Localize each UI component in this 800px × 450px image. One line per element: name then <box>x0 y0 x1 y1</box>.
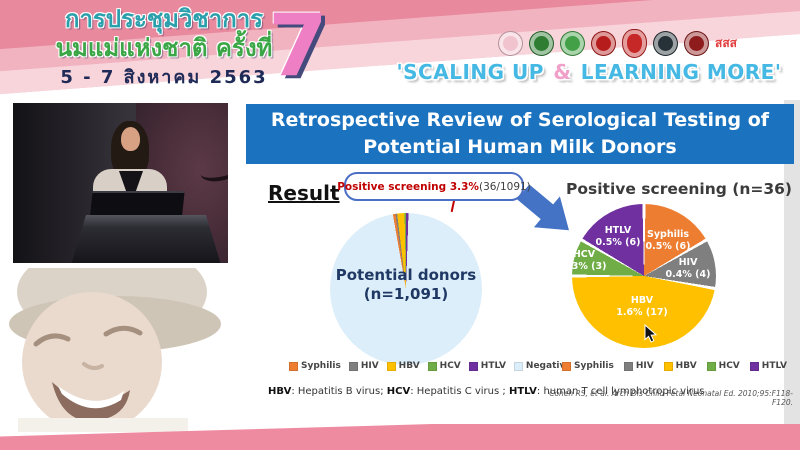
result-label: Result <box>268 181 340 205</box>
positive-screening-pie <box>572 204 716 348</box>
presenter-face <box>121 127 140 151</box>
mouse-cursor-icon <box>644 324 657 343</box>
presenter-video <box>8 98 233 268</box>
legend-item: Syphilis <box>562 361 614 371</box>
pediatric-society-logo-icon <box>653 30 678 56</box>
potential-donors-label: Potential donors (n=1,091) <box>322 266 490 304</box>
legend-item: HCV <box>427 361 461 371</box>
thaihealth-sss-logo: สสส <box>715 36 737 50</box>
legend-item: HBV <box>663 361 697 371</box>
conference-title-line2: นมแม่แห่งชาติ ครั้งที่ <box>55 34 273 62</box>
health-department-logo-icon <box>529 30 554 56</box>
citation: Cohen RS, et al. Arch Dis Child Fetal Ne… <box>549 389 793 407</box>
sponsor-logo-row: สสส <box>498 28 790 58</box>
public-health-ministry-logo-icon <box>560 30 585 56</box>
edition-number: 7 <box>268 0 328 96</box>
callout-detail: (36/1091) <box>478 180 531 193</box>
legend-item: HCV <box>706 361 740 371</box>
medical-association-logo-icon <box>684 30 709 56</box>
slice-label-syphilis: Syphilis 0.5% (6) <box>645 229 691 252</box>
legend-positive-screening: Syphilis HIV HBV HCV HTLV <box>562 361 787 371</box>
legend-item: HIV <box>623 361 654 371</box>
potential-donors-count: (n=1,091) <box>363 285 449 303</box>
legend-item: HTLV <box>468 361 506 371</box>
conference-title-line1: การประชุมวิชาการ <box>64 5 264 33</box>
slide-title-line2: Potential Human Milk Donors <box>363 136 677 158</box>
positive-screening-callout: Positive screening 3.3% (36/1091) <box>337 172 531 201</box>
slogan-part2: LEARNING MORE' <box>580 60 782 84</box>
positive-screening-title: Positive screening (n=36) <box>566 180 792 198</box>
university-crest-logo-icon <box>591 30 616 56</box>
legend-item: HTLV <box>749 361 787 371</box>
slide-title-line1: Retrospective Review of Serological Test… <box>270 109 770 131</box>
legend-item: HBV <box>386 361 420 371</box>
screen-baby-face <box>198 157 228 184</box>
slogan-part1: 'SCALING UP <box>396 60 544 84</box>
conference-dates: 5 - 7 สิงหาคม 2563 <box>60 67 268 88</box>
legend-item: HIV <box>348 361 379 371</box>
legend-item: Syphilis <box>289 361 341 371</box>
potential-donors-pie <box>330 213 482 365</box>
royal-college-crest-logo-icon <box>622 28 647 58</box>
conference-slogan: 'SCALING UP & LEARNING MORE' <box>382 60 796 84</box>
abbreviation-footnote: HBV: Hepatitis B virus; HCV: Hepatitis C… <box>268 386 705 397</box>
slice-label-htlv: HTLV 0.5% (6) <box>595 225 641 248</box>
slogan-ampersand: & <box>553 60 572 84</box>
legend-potential-donors: Syphilis HIV HBV HCV HTLV Negative <box>289 361 571 371</box>
slide-right-edge <box>784 100 800 426</box>
podium <box>71 215 221 263</box>
slide-title: Retrospective Review of Serological Test… <box>246 104 794 164</box>
slice-label-hbv: HBV 1.6% (17) <box>616 295 668 318</box>
slice-label-hcv: HCV 0.3% (3) <box>561 249 607 272</box>
slice-label-hiv: HIV 0.4% (4) <box>665 257 711 280</box>
callout-highlight: Positive screening 3.3% <box>337 180 479 193</box>
conference-title: การประชุมวิชาการ นมแม่แห่งชาติ ครั้งที่ … <box>44 5 284 92</box>
child-photo-backdrop <box>9 266 221 432</box>
legend-item: Negative <box>513 361 571 371</box>
breastfeeding-foundation-logo-icon <box>498 30 523 56</box>
potential-donors-title: Potential donors <box>335 266 477 284</box>
